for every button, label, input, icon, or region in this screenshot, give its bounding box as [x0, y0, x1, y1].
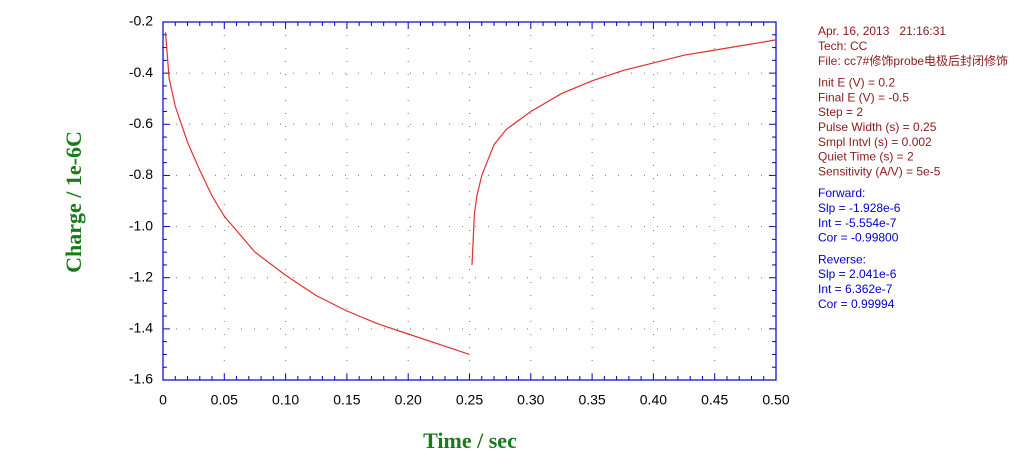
annotation: Tech: CC	[818, 39, 868, 53]
x-tick-label: 0	[159, 392, 167, 408]
plot-frame	[162, 21, 777, 381]
annotation: Reverse:	[818, 252, 866, 266]
x-tick-label: 0.15	[333, 392, 360, 408]
annotation: Init E (V) = 0.2	[818, 76, 895, 90]
annotation: Quiet Time (s) = 2	[818, 150, 914, 164]
annotation: Pulse Width (s) = 0.25	[818, 120, 937, 134]
x-axis-label: Time / sec	[423, 428, 517, 453]
y-tick-label: -0.2	[129, 13, 153, 29]
x-tick-label: 0.20	[395, 392, 422, 408]
data-line	[471, 39, 777, 265]
y-axis-label: Charge / 1e-6C	[61, 131, 86, 273]
x-tick-label: 0.25	[456, 392, 483, 408]
annotation: Int = 6.362e-7	[818, 282, 893, 296]
annotation: Slp = -1.928e-6	[818, 201, 901, 215]
annotation: Final E (V) = -0.5	[818, 90, 909, 104]
annotation: Sensitivity (A/V) = 5e-5	[818, 164, 941, 178]
x-tick-label: 0.35	[578, 392, 605, 408]
annotation: Cor = -0.99800	[818, 231, 899, 245]
annotation: Apr. 16, 2013 21:16:31	[818, 24, 946, 38]
annotation: Cor = 0.99994	[818, 297, 895, 311]
x-tick-label: 0.40	[640, 392, 667, 408]
annotation: Smpl Intvl (s) = 0.002	[818, 135, 932, 149]
annotation: File: cc7#修饰probe电极后封闭修饰	[818, 53, 1008, 68]
x-tick-label: 0.10	[272, 392, 299, 408]
annotation: Int = -5.554e-7	[818, 216, 897, 230]
y-tick-label: -0.8	[129, 166, 153, 182]
annotation: Step = 2	[818, 105, 863, 119]
y-tick-label: -0.6	[129, 115, 153, 131]
x-tick-label: 0.45	[701, 392, 728, 408]
y-tick-label: -1.0	[129, 217, 153, 233]
annotation: Slp = 2.041e-6	[818, 267, 897, 281]
annotation: Forward:	[818, 186, 865, 200]
data-line	[164, 32, 470, 355]
x-tick-label: 0.30	[517, 392, 544, 408]
y-tick-label: -1.4	[129, 320, 153, 336]
y-tick-label: -0.4	[129, 64, 153, 80]
y-tick-label: -1.2	[129, 268, 153, 284]
y-tick-label: -1.6	[129, 371, 153, 387]
x-tick-label: 0.50	[762, 392, 789, 408]
x-tick-label: 0.05	[211, 392, 238, 408]
